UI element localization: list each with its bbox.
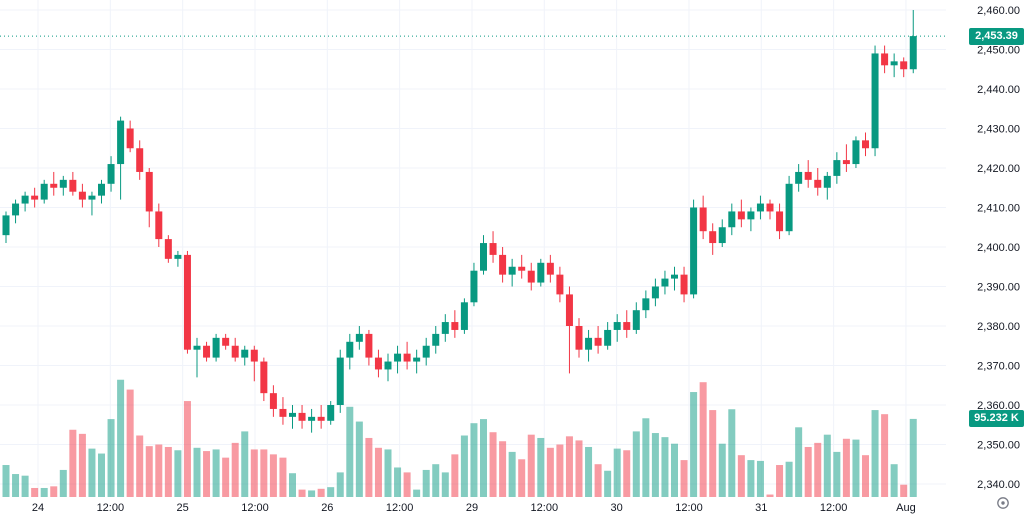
svg-text:31: 31 xyxy=(755,502,767,514)
svg-text:2,360.00: 2,360.00 xyxy=(977,400,1020,412)
svg-text:2,420.00: 2,420.00 xyxy=(977,163,1020,175)
price-axis-labels: 2,460.00 2,450.00 2,440.00 2,430.00 2,420.00… xyxy=(977,5,1020,491)
svg-text:2,380.00: 2,380.00 xyxy=(977,321,1020,333)
time-axis[interactable] xyxy=(0,496,946,517)
svg-text:2,450.00: 2,450.00 xyxy=(977,45,1020,57)
svg-text:2,370.00: 2,370.00 xyxy=(977,361,1020,373)
svg-text:2,400.00: 2,400.00 xyxy=(977,242,1020,254)
svg-text:26: 26 xyxy=(321,502,333,514)
volume-bars xyxy=(2,379,917,497)
svg-text:12:00: 12:00 xyxy=(531,502,559,514)
svg-text:12:00: 12:00 xyxy=(97,502,125,514)
candles xyxy=(2,10,917,433)
svg-text:12:00: 12:00 xyxy=(820,502,848,514)
svg-text:2,460.00: 2,460.00 xyxy=(977,5,1020,17)
volume-badge: 95.232 K xyxy=(969,410,1024,427)
svg-text:12:00: 12:00 xyxy=(241,502,269,514)
svg-text:2,390.00: 2,390.00 xyxy=(977,282,1020,294)
last-price-badge: 2,453.39 xyxy=(969,28,1024,45)
svg-text:25: 25 xyxy=(177,502,189,514)
gridlines xyxy=(0,0,946,497)
svg-text:Aug: Aug xyxy=(896,502,916,514)
svg-text:2,410.00: 2,410.00 xyxy=(977,203,1020,215)
svg-text:2,340.00: 2,340.00 xyxy=(977,479,1020,491)
svg-text:30: 30 xyxy=(611,502,623,514)
svg-text:12:00: 12:00 xyxy=(386,502,414,514)
svg-text:24: 24 xyxy=(32,502,44,514)
svg-text:2,430.00: 2,430.00 xyxy=(977,124,1020,136)
gear-icon xyxy=(997,497,1009,509)
time-axis-labels: 24 12:00 25 12:00 26 12:00 29 12:00 30 12:00 31 12:… xyxy=(32,502,916,514)
svg-text:12:00: 12:00 xyxy=(675,502,703,514)
axis-settings-icon[interactable] xyxy=(995,495,1011,511)
svg-text:2,350.00: 2,350.00 xyxy=(977,440,1020,452)
svg-text:29: 29 xyxy=(466,502,478,514)
svg-text:2,440.00: 2,440.00 xyxy=(977,84,1020,96)
